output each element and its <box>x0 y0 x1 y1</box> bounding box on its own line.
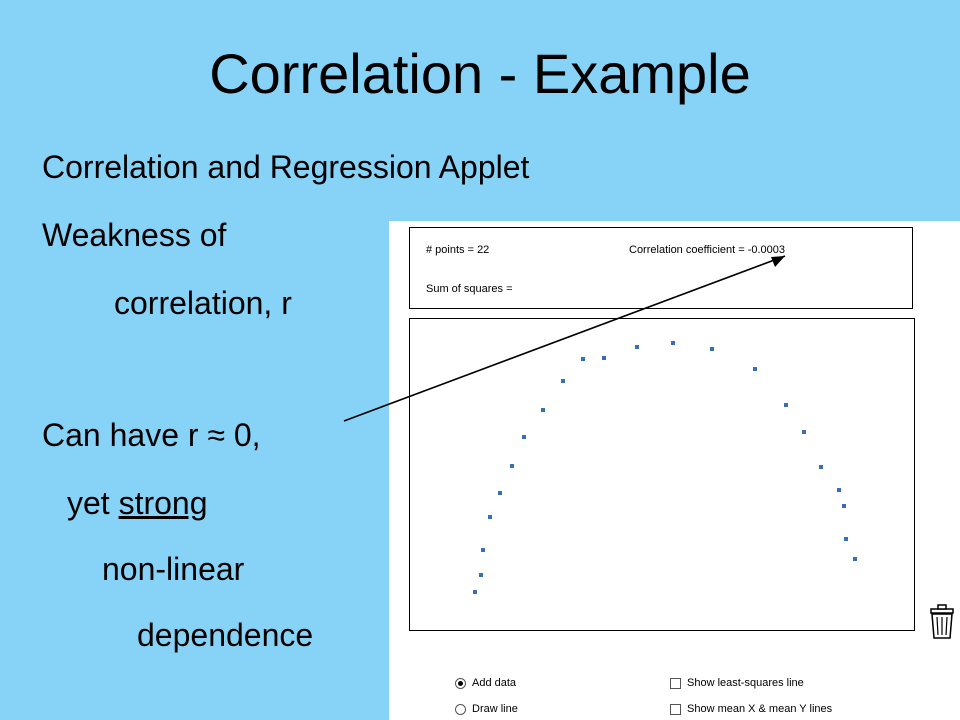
scatter-point <box>837 488 841 492</box>
scatter-point <box>853 557 857 561</box>
scatter-point <box>784 403 788 407</box>
sum-of-squares-label: Sum of squares = <box>426 283 513 295</box>
scatter-plot-area[interactable] <box>409 318 915 631</box>
text-yet-strong: yet strong <box>67 484 208 522</box>
scatter-point <box>635 345 639 349</box>
show-least-squares-checkbox[interactable]: Show least-squares line <box>670 677 804 689</box>
scatter-point <box>510 464 514 468</box>
text-correlation-r: correlation, r <box>114 285 292 321</box>
scatter-point <box>479 573 483 577</box>
text-strong: strong <box>118 485 208 521</box>
scatter-point <box>802 430 806 434</box>
add-data-radio[interactable]: Add data <box>455 677 516 689</box>
scatter-point <box>602 356 606 360</box>
scatter-point <box>842 504 846 508</box>
draw-line-radio[interactable]: Draw line <box>455 703 518 715</box>
checkbox-icon[interactable] <box>670 703 681 715</box>
text-dependence: dependence <box>137 617 314 653</box>
checkbox-icon[interactable] <box>670 677 681 689</box>
text-non-linear: non-linear <box>102 551 245 587</box>
scatter-point <box>844 537 848 541</box>
applet-info-box: # points = 22 Correlation coefficient = … <box>409 227 913 309</box>
scatter-point <box>488 515 492 519</box>
scatter-point <box>481 548 485 552</box>
scatter-point <box>753 367 757 371</box>
scatter-point <box>473 590 477 594</box>
scatter-plot-svg <box>473 341 857 594</box>
show-mean-lines-label: Show mean X & mean Y lines <box>687 703 833 715</box>
text-can-have-r-zero: Can have r ≈ 0, <box>42 417 261 453</box>
correlation-coefficient-label: Correlation coefficient = -0.0003 <box>629 244 786 256</box>
scatter-point <box>561 379 565 383</box>
scatter-point <box>819 465 823 469</box>
applet-heading: Correlation and Regression Applet <box>42 149 530 185</box>
add-data-label: Add data <box>472 677 517 689</box>
show-mean-lines-checkbox[interactable]: Show mean X & mean Y lines <box>670 703 832 715</box>
radio-selected-icon[interactable] <box>455 677 466 689</box>
points-count-label: # points = 22 <box>426 244 490 256</box>
show-least-squares-label: Show least-squares line <box>687 677 804 689</box>
text-yet: yet <box>67 485 119 521</box>
text-weakness-of: Weakness of <box>42 217 227 253</box>
radio-unselected-icon[interactable] <box>455 703 466 715</box>
scatter-point <box>522 435 526 439</box>
trash-icon[interactable] <box>928 604 956 640</box>
scatter-point <box>498 491 502 495</box>
scatter-point <box>671 341 675 345</box>
scatter-point <box>541 408 545 412</box>
scatter-point <box>581 357 585 361</box>
slide-title: Correlation - Example <box>209 42 751 105</box>
scatter-point <box>710 347 714 351</box>
applet-screenshot: # points = 22 Correlation coefficient = … <box>389 221 960 720</box>
draw-line-label: Draw line <box>472 703 518 715</box>
